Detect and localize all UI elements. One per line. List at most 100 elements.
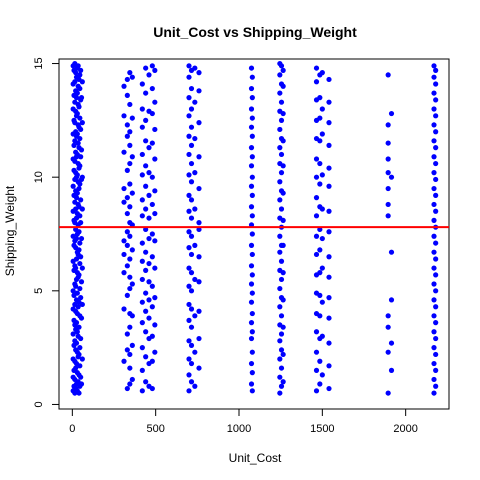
data-point (124, 122, 130, 128)
data-point (433, 97, 439, 103)
data-point (248, 163, 255, 169)
data-point (431, 345, 437, 351)
data-point (139, 240, 145, 246)
data-point (121, 149, 127, 155)
data-point (129, 115, 135, 121)
data-point (152, 99, 158, 105)
y-axis: 0 5 10 15 (33, 57, 60, 408)
data-point (196, 154, 202, 160)
data-point (78, 95, 85, 101)
data-point (78, 126, 84, 133)
data-point (313, 367, 320, 373)
data-point (319, 299, 325, 305)
data-point (76, 390, 82, 396)
data-point (433, 335, 439, 342)
data-point (149, 283, 155, 289)
data-point (196, 335, 202, 342)
data-point (127, 101, 133, 108)
data-point (249, 251, 255, 258)
data-point (188, 85, 195, 92)
data-point (188, 270, 195, 276)
data-point (146, 260, 152, 267)
data-point (76, 185, 82, 192)
data-point (143, 65, 149, 71)
data-point (319, 265, 325, 271)
data-point (73, 256, 80, 262)
data-point (143, 267, 149, 273)
data-point (313, 388, 320, 394)
data-point (129, 154, 135, 160)
data-point (277, 197, 283, 203)
data-point (146, 215, 152, 221)
data-point (79, 174, 85, 180)
data-point (431, 360, 437, 367)
data-point (277, 145, 283, 151)
data-point (431, 106, 437, 112)
data-point (146, 72, 152, 78)
data-point (127, 285, 133, 292)
data-point (149, 304, 155, 310)
data-point (127, 351, 133, 358)
data-point (248, 242, 255, 248)
x-tick-label: 1000 (227, 423, 251, 435)
data-point (188, 306, 195, 312)
data-point (73, 365, 79, 371)
data-point (139, 106, 145, 112)
data-point (127, 256, 133, 262)
data-point (121, 270, 127, 276)
data-point (121, 251, 127, 258)
data-point (186, 283, 192, 289)
data-point (277, 338, 283, 344)
data-point (73, 70, 79, 76)
data-point (431, 249, 437, 255)
data-point (431, 217, 437, 223)
data-point (196, 254, 202, 260)
data-point (139, 124, 145, 130)
data-point (78, 335, 84, 342)
data-point (152, 156, 158, 162)
data-point (433, 208, 439, 214)
data-point (124, 195, 130, 201)
data-point (280, 138, 286, 144)
data-point (278, 383, 285, 389)
data-point (192, 99, 198, 105)
data-point (196, 88, 202, 94)
data-point (149, 63, 155, 69)
data-point (139, 276, 145, 283)
data-point (186, 338, 192, 344)
data-point (186, 372, 192, 378)
data-point (139, 197, 145, 203)
data-point (192, 135, 198, 142)
data-point (77, 181, 83, 187)
data-point (385, 156, 391, 162)
data-point (431, 376, 437, 383)
data-point (248, 335, 255, 342)
data-point (326, 385, 332, 392)
data-point (149, 85, 155, 92)
data-point (188, 379, 195, 385)
data-point (433, 192, 439, 198)
data-point (139, 213, 145, 219)
data-point (249, 74, 255, 80)
data-point (326, 142, 332, 148)
data-point (146, 192, 152, 198)
data-point (78, 381, 85, 387)
data-point (127, 160, 133, 167)
data-point (385, 349, 391, 355)
data-point (127, 381, 133, 387)
y-tick-label: 5 (33, 288, 45, 294)
data-point (124, 263, 130, 269)
data-point (77, 163, 83, 169)
data-point (431, 170, 437, 176)
data-point (326, 274, 332, 280)
y-tick-label: 0 (33, 401, 45, 407)
data-point (121, 358, 127, 364)
data-point (127, 142, 133, 148)
data-point (146, 235, 152, 242)
data-point (77, 115, 83, 121)
data-point (188, 142, 195, 148)
data-point (326, 99, 332, 105)
data-point (143, 117, 149, 123)
data-point (249, 115, 255, 121)
